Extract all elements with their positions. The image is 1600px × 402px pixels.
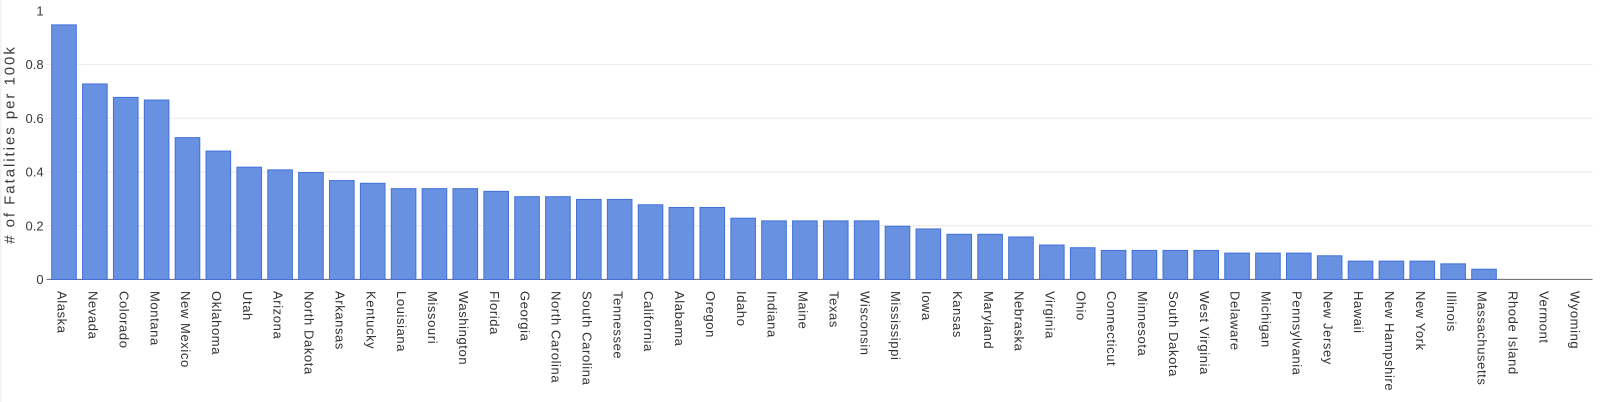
svg-text:Alabama: Alabama [672,291,687,347]
svg-text:Rhode Island: Rhode Island [1506,291,1521,375]
svg-text:1: 1 [36,4,43,19]
svg-text:Pennsylvania: Pennsylvania [1289,291,1304,376]
svg-text:0.4: 0.4 [26,165,44,180]
svg-text:Idaho: Idaho [734,291,749,327]
svg-text:Vermont: Vermont [1536,291,1551,344]
svg-text:Mississippi: Mississippi [888,291,903,360]
svg-text:0.8: 0.8 [26,57,44,72]
svg-text:Minnesota: Minnesota [1135,291,1150,357]
svg-text:Nevada: Nevada [86,291,101,340]
svg-text:New Jersey: New Jersey [1320,291,1335,365]
svg-text:# of Fatalities per 100k: # of Fatalities per 100k [1,45,18,244]
svg-text:Kentucky: Kentucky [363,291,378,349]
svg-text:California: California [641,291,656,352]
svg-text:Washington: Washington [456,291,471,365]
svg-text:0.6: 0.6 [26,111,44,126]
svg-text:Missouri: Missouri [425,291,440,344]
svg-text:Nebraska: Nebraska [1012,291,1027,352]
svg-text:Maryland: Maryland [981,291,996,349]
svg-text:Arizona: Arizona [271,291,286,339]
svg-text:Arkansas: Arkansas [332,291,347,350]
svg-text:0.2: 0.2 [26,218,44,233]
svg-text:Illinois: Illinois [1444,291,1459,332]
svg-text:Georgia: Georgia [518,291,533,342]
svg-text:Connecticut: Connecticut [1104,291,1119,366]
svg-text:Oregon: Oregon [703,291,718,338]
svg-text:Texas: Texas [826,291,841,328]
svg-text:South Dakota: South Dakota [1166,291,1181,377]
svg-text:Kansas: Kansas [950,291,965,338]
svg-text:Hawaii: Hawaii [1351,291,1366,334]
svg-text:North Carolina: North Carolina [549,291,564,383]
svg-text:Colorado: Colorado [116,291,131,349]
svg-text:Montana: Montana [147,291,162,346]
svg-text:South Carolina: South Carolina [579,291,594,386]
svg-text:West Virginia: West Virginia [1197,291,1212,375]
svg-text:Florida: Florida [487,291,502,335]
svg-text:Ohio: Ohio [1073,291,1088,321]
svg-text:Oklahoma: Oklahoma [209,291,224,355]
svg-text:Alaska: Alaska [55,291,70,334]
svg-text:Maine: Maine [796,291,811,329]
svg-text:Delaware: Delaware [1228,291,1243,351]
svg-text:Wisconsin: Wisconsin [857,291,872,356]
svg-text:North Dakota: North Dakota [302,291,317,375]
svg-text:Wyoming: Wyoming [1567,291,1582,349]
svg-text:New Hampshire: New Hampshire [1382,291,1397,391]
svg-text:Iowa: Iowa [919,291,934,321]
svg-text:0: 0 [36,272,43,287]
svg-text:Massachusetts: Massachusetts [1475,291,1490,386]
svg-text:New Mexico: New Mexico [178,291,193,368]
svg-text:Utah: Utah [240,291,255,321]
svg-text:Michigan: Michigan [1259,291,1274,348]
svg-text:New York: New York [1413,291,1428,351]
svg-text:Louisiana: Louisiana [394,291,409,352]
svg-text:Tennessee: Tennessee [610,291,625,359]
svg-text:Indiana: Indiana [765,291,780,338]
svg-text:Virginia: Virginia [1042,291,1057,339]
